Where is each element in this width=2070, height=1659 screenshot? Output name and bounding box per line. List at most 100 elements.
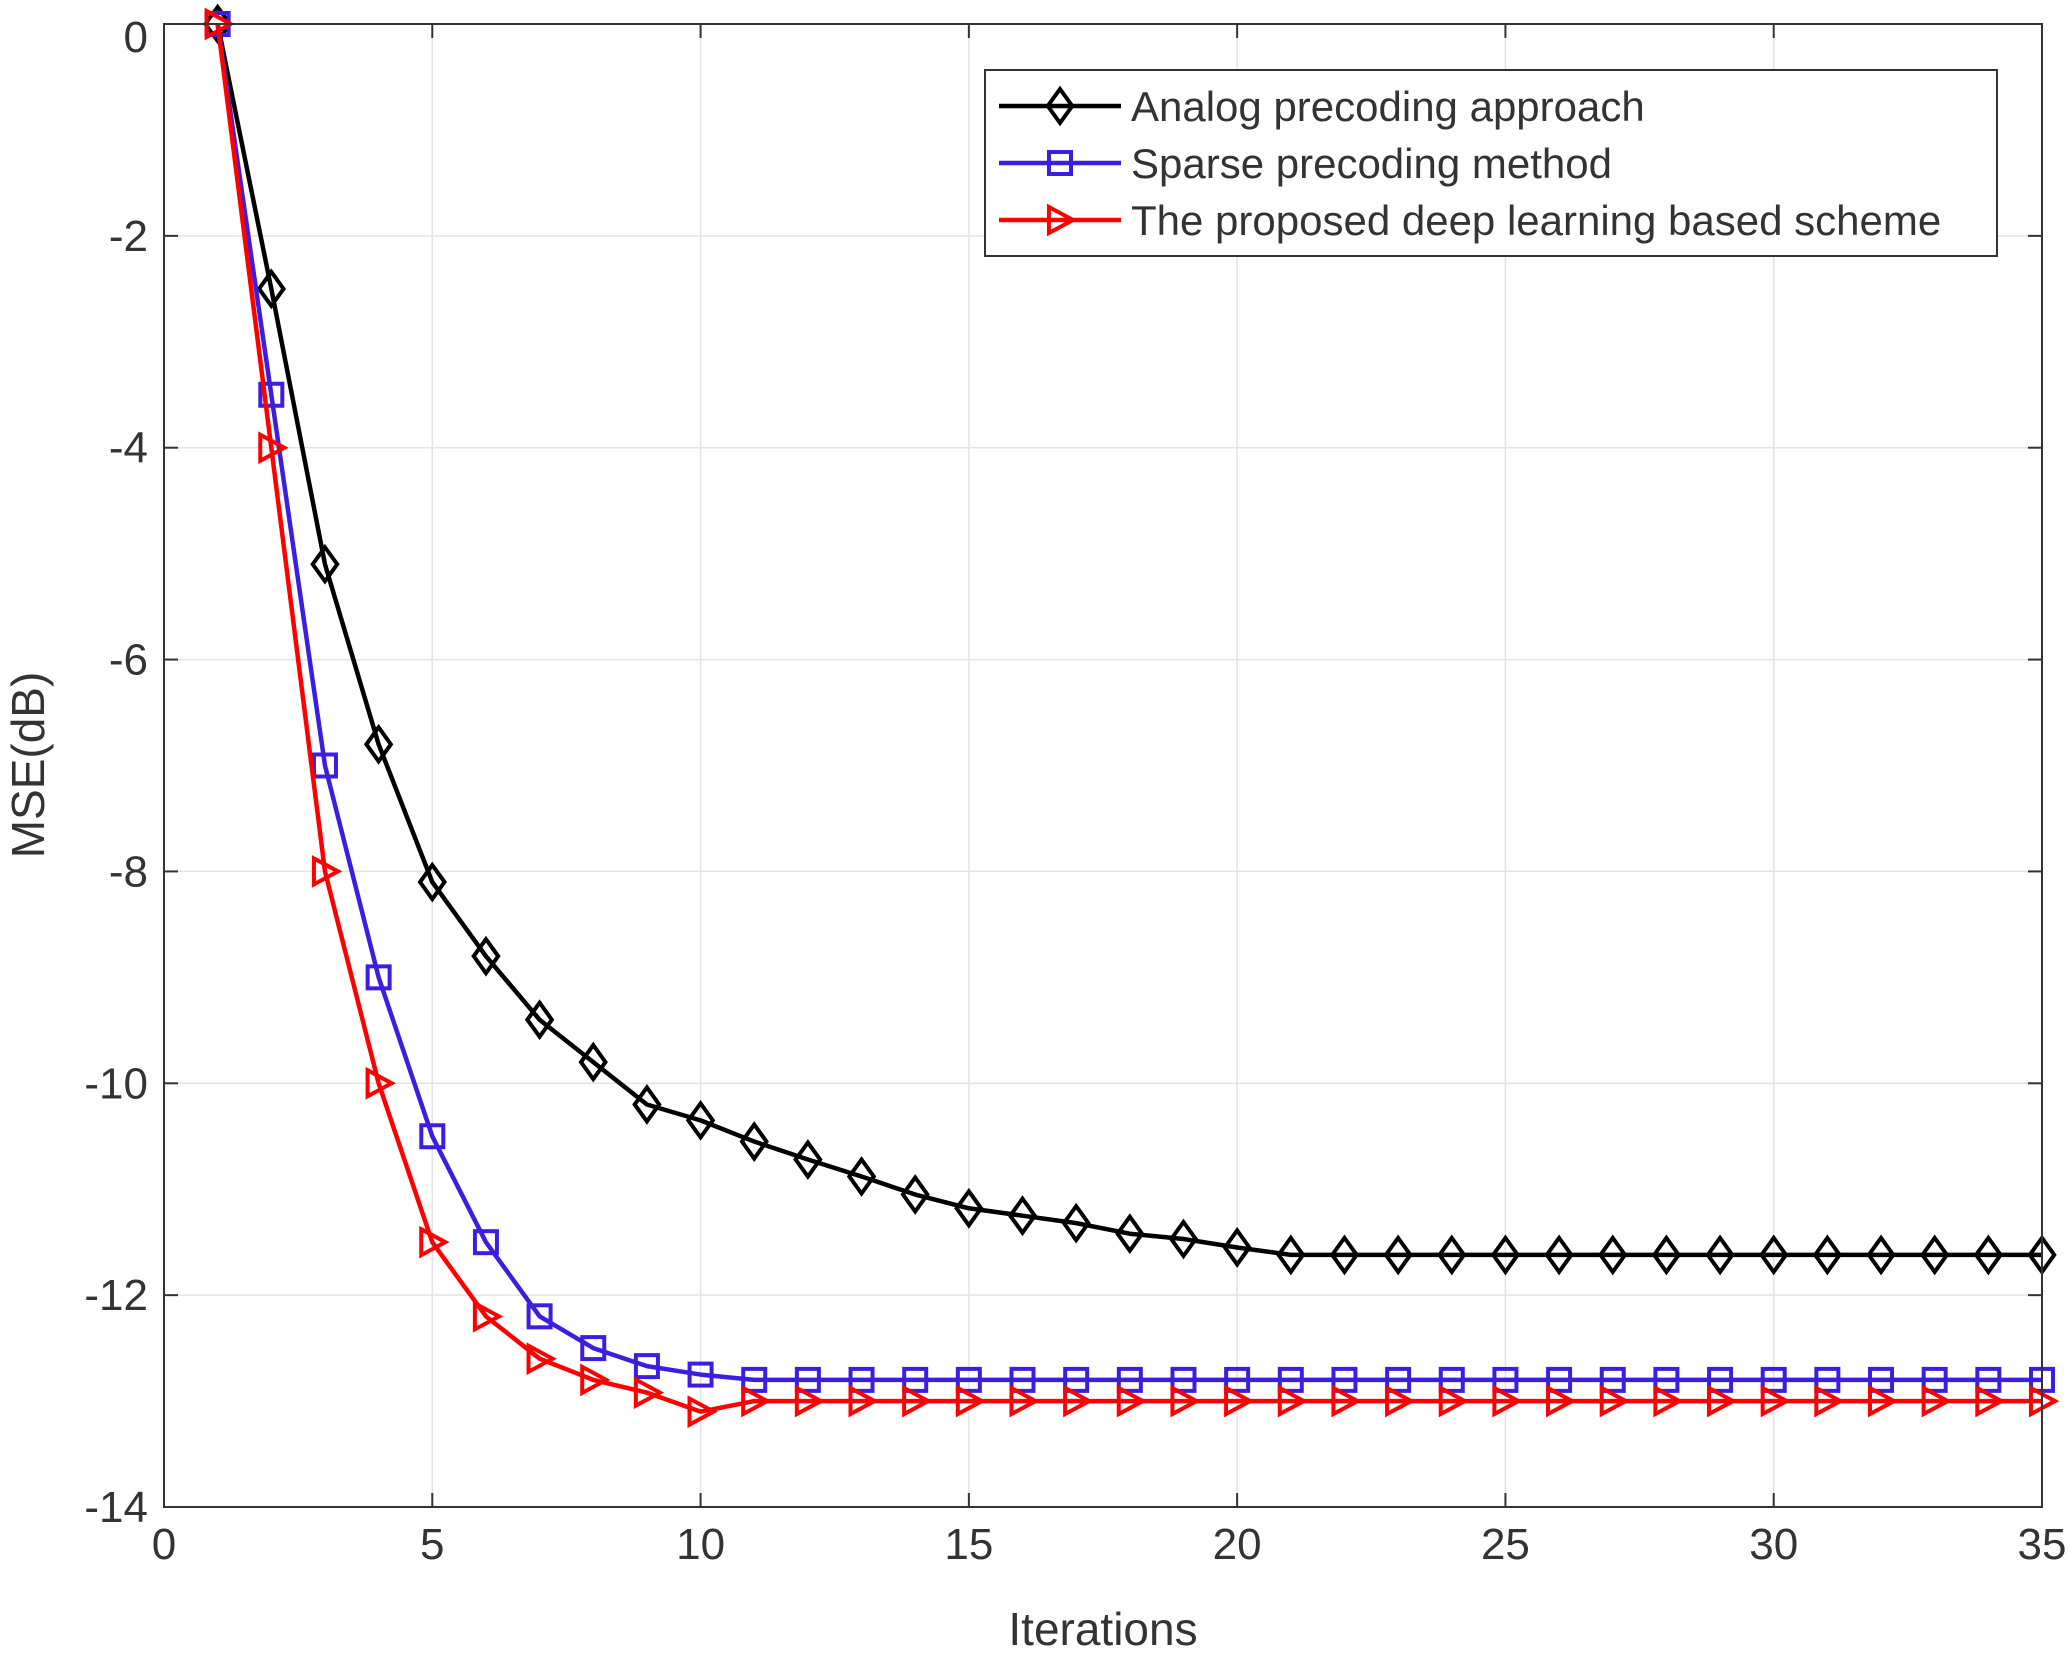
y-tick-label: 0 [124, 13, 148, 62]
data-point [1866, 1234, 1896, 1276]
y-tick-label: -8 [109, 847, 148, 896]
data-point [1653, 1384, 1684, 1418]
y-tick-label: -2 [109, 212, 148, 261]
x-tick-label: 15 [944, 1520, 993, 1569]
data-point [1707, 1384, 1738, 1418]
data-point [419, 1123, 446, 1150]
data-point [1170, 1366, 1197, 1393]
data-point [1707, 1366, 1734, 1393]
legend-label: The proposed deep learning based scheme [1131, 197, 1941, 244]
x-tick-label: 0 [152, 1520, 176, 1569]
data-point [741, 1366, 768, 1393]
data-point [1222, 1227, 1252, 1268]
series-3 [204, 7, 2060, 1429]
data-point [1599, 1366, 1626, 1393]
legend-marker [1046, 203, 1078, 237]
data-point [848, 1366, 875, 1393]
data-point [578, 1041, 608, 1083]
data-point [1438, 1366, 1465, 1393]
data-point [1063, 1384, 1094, 1418]
legend-box [984, 69, 1998, 257]
data-point [1277, 1366, 1304, 1393]
y-tick-label: -4 [109, 424, 148, 473]
y-tick-label: -10 [84, 1059, 148, 1108]
data-point [1061, 1202, 1091, 1244]
data-point [1814, 1384, 1845, 1418]
data-point [1277, 1384, 1309, 1418]
data-point [1170, 1384, 1201, 1418]
series-2 [204, 11, 2055, 1393]
data-point [1598, 1234, 1628, 1276]
data-point [1975, 1384, 2006, 1418]
data-point [258, 381, 285, 408]
data-point [902, 1366, 929, 1393]
data-point [1009, 1384, 1040, 1418]
data-point [739, 1121, 769, 1162]
x-tick-label: 35 [2018, 1520, 2067, 1569]
data-point [580, 1335, 607, 1362]
data-point [311, 752, 338, 779]
data-point [1383, 1234, 1413, 1276]
data-point [310, 543, 340, 585]
data-point [1276, 1234, 1306, 1276]
data-point [1546, 1366, 1573, 1393]
data-point [1653, 1366, 1680, 1393]
data-point [633, 1353, 660, 1380]
data-point [1812, 1234, 1843, 1276]
data-point [1437, 1234, 1467, 1276]
data-point [1867, 1384, 1899, 1418]
grid-lines [164, 24, 2042, 1507]
data-point [687, 1395, 718, 1429]
data-point [526, 1342, 557, 1376]
data-point [1705, 1234, 1735, 1276]
data-point [848, 1384, 879, 1418]
data-point [1007, 1195, 1038, 1237]
data-point [258, 431, 289, 465]
plot-frame [163, 23, 2043, 1508]
x-tick-label: 25 [1481, 1520, 1530, 1569]
data-point [1919, 1234, 1950, 1276]
data-point [256, 268, 287, 310]
data-point [1492, 1384, 1523, 1418]
y-tick-label: -14 [84, 1483, 148, 1532]
data-point [365, 1066, 396, 1100]
data-point [1329, 1234, 1360, 1276]
data-point [1546, 1384, 1577, 1418]
legend-entry: The proposed deep learning based scheme [999, 197, 1941, 244]
data-point [902, 1384, 933, 1418]
legend-label: Analog precoding approach [1131, 83, 1645, 130]
series-line [215, 23, 2042, 1383]
data-point [741, 1384, 772, 1418]
data-point [1599, 1384, 1630, 1418]
data-point [1331, 1384, 1362, 1418]
x-tick-label: 5 [420, 1520, 444, 1569]
data-point [1385, 1384, 1416, 1418]
data-point [1975, 1366, 2002, 1393]
x-tick-label: 30 [1749, 1520, 1798, 1569]
data-point [1921, 1366, 1948, 1393]
data-point [685, 1099, 716, 1141]
data-point [1438, 1384, 1469, 1418]
legend: Analog precoding approach Sparse precodin… [984, 69, 1998, 257]
data-point [794, 1366, 821, 1393]
data-point [1116, 1366, 1143, 1393]
data-point [1063, 1366, 1090, 1393]
data-point [1544, 1234, 1574, 1276]
data-point [1651, 1234, 1682, 1276]
data-point [417, 861, 447, 903]
data-point [1115, 1213, 1145, 1255]
data-point [1490, 1234, 1521, 1276]
legend-marker [1045, 85, 1075, 127]
data-point [524, 999, 555, 1041]
legend-marker [1047, 150, 1073, 176]
data-point [846, 1156, 877, 1197]
data-point [1760, 1384, 1791, 1418]
series-line [215, 23, 2042, 1414]
data-point [793, 1139, 823, 1180]
data-point [365, 964, 392, 991]
data-point [633, 1376, 665, 1409]
data-point [1385, 1366, 1412, 1393]
data-point [900, 1174, 930, 1215]
y-tick-label: -6 [109, 636, 148, 685]
legend-entry: Analog precoding approach [999, 83, 1645, 130]
